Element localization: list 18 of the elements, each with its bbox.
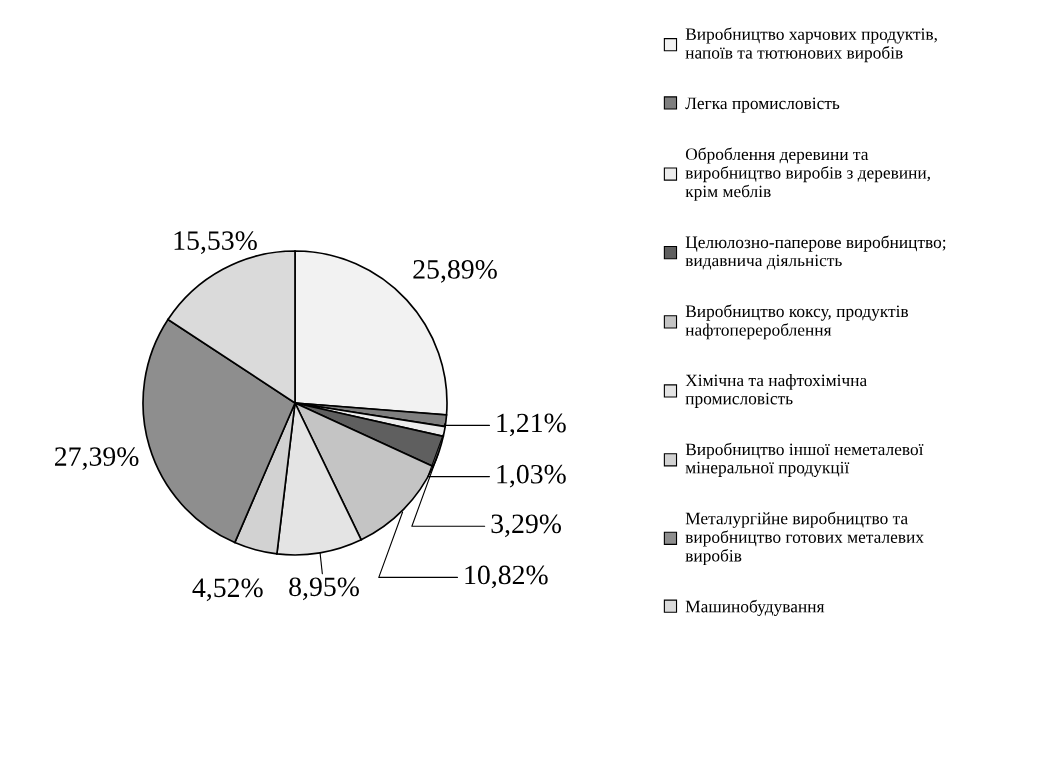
data-label: 8,95% — [289, 577, 359, 601]
legend-label: Виробництво коксу, продуктів нафтоперероблення — [685, 304, 909, 340]
legend-label: Металургійне виробництво та виробництво готових металевих виробів — [685, 511, 924, 566]
legend-label: Виробництво іншої неметалевої мінеральної продукції — [685, 442, 924, 477]
legend-label: Целюлозно-паперове виробництво; видавнича діяльність — [685, 235, 946, 270]
data-label: 1,21% — [497, 413, 566, 437]
data-label: 1,03% — [497, 464, 566, 488]
legend-label: Оброблення деревини та виробництво виробів з деревини, крім меблів — [685, 147, 930, 201]
data-label: 15,53% — [174, 231, 257, 254]
data-label: 3,29% — [491, 514, 561, 538]
legend-label: Машинобудування — [685, 599, 825, 616]
data-label: 27,39% — [55, 447, 139, 470]
data-label: 10,82% — [465, 565, 548, 589]
data-label: 25,89% — [413, 260, 497, 283]
legend-label: Виробництво харчових продуктів, напоїв та тютюнових виробів — [685, 27, 937, 63]
data-label: 4,52% — [192, 578, 263, 602]
legend-label: Легка промисловість — [685, 97, 840, 113]
legend-label: Хімічна та нафтохімічна промисловість — [685, 374, 867, 408]
